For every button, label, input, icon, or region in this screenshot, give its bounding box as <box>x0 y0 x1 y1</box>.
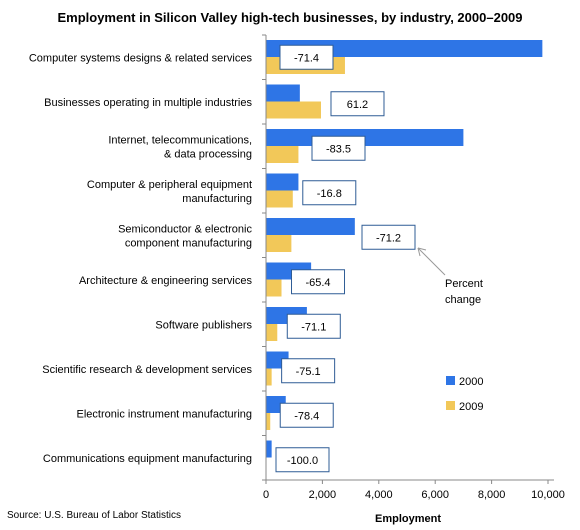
chart-title: Employment in Silicon Valley high-tech b… <box>57 10 523 25</box>
percent-change-box <box>330 91 385 117</box>
bar-2000-9 <box>266 440 272 458</box>
bar-2009-5 <box>266 279 282 297</box>
category-label: Computer systems designs & related servi… <box>29 52 253 64</box>
percent-change-box <box>291 269 346 295</box>
x-tick-label: 0 <box>263 489 269 501</box>
bar-2009-1 <box>266 101 321 119</box>
percent-change-box <box>279 44 334 70</box>
percent-change-label: -78.4 <box>294 410 319 422</box>
category-label: Communications equipment manufacturing <box>43 453 252 465</box>
x-tick-label: 10,000 <box>531 489 565 501</box>
percent-change-box <box>361 224 416 250</box>
bar-2000-3 <box>266 173 299 191</box>
legend-label-2009: 2009 <box>459 401 483 413</box>
bar-2009-6 <box>266 324 278 341</box>
percent-change-box <box>302 180 357 206</box>
category-label: Software publishers <box>155 319 252 331</box>
category-label: Businesses operating in multiple industr… <box>44 97 252 109</box>
bar-2009-3 <box>266 190 293 208</box>
legend-swatch-2000 <box>446 376 455 385</box>
category-label: Electronic instrument manufacturing <box>77 408 252 420</box>
annotation-text: Percent change <box>445 278 483 306</box>
category-label: Semiconductor & electronic component manu… <box>118 223 252 249</box>
annotation-group: Percent change <box>417 247 483 306</box>
x-tick-label: 2,000 <box>309 489 337 501</box>
percent-change-label: -100.0 <box>287 455 318 467</box>
percent-change-label: -75.1 <box>296 366 321 378</box>
percent-change-label: -71.1 <box>301 321 326 333</box>
x-axis-title: Employment <box>375 513 441 525</box>
bar-2000-4 <box>266 218 355 235</box>
bar-2009-2 <box>266 146 299 163</box>
percent-change-box <box>279 402 334 428</box>
category-labels-group: Computer systems designs & related servi… <box>29 52 253 465</box>
percent-change-box <box>311 135 366 161</box>
x-tick-label: 4,000 <box>365 489 393 501</box>
bar-2009-4 <box>266 235 292 252</box>
category-label: Architecture & engineering services <box>79 275 253 287</box>
percent-change-box <box>281 358 336 384</box>
percent-change-box <box>286 313 341 339</box>
bar-2009-7 <box>266 368 272 386</box>
legend-swatch-2009 <box>446 401 455 410</box>
axes-group <box>262 34 554 484</box>
percent-change-label: -16.8 <box>317 188 342 200</box>
annotation-arrowhead <box>417 247 427 257</box>
percent-change-label: -71.2 <box>376 232 401 244</box>
percent-change-label: 61.2 <box>347 99 368 111</box>
legend: 2000 2009 <box>446 376 483 413</box>
x-tick-label: 8,000 <box>478 489 506 501</box>
category-label: Scientific research & development servic… <box>42 364 252 376</box>
category-label: Computer & peripheral equipment manufactu… <box>87 179 252 205</box>
percent-change-labels-group: -71.4 61.2 -83.5 -16.8 -71.2 -65.4 -71.1 -75.1 -… <box>275 44 416 473</box>
percent-change-label: -71.4 <box>294 52 319 64</box>
bar-2000-0 <box>266 40 543 57</box>
tick-labels-group: 0 2,000 4,000 6,000 8,000 10,000 <box>263 489 565 501</box>
annotation-arrow <box>417 247 446 276</box>
percent-change-box <box>275 447 330 473</box>
bar-2009-8 <box>266 413 271 430</box>
percent-change-label: -83.5 <box>326 143 351 155</box>
percent-change-label: -65.4 <box>305 277 330 289</box>
bar-2000-1 <box>266 84 300 102</box>
x-tick-label: 6,000 <box>421 489 449 501</box>
category-label: Internet, telecommunications, & data proc… <box>108 134 252 160</box>
legend-label-2000: 2000 <box>459 376 483 388</box>
source-note: Source: U.S. Bureau of Labor Statistics <box>7 510 181 521</box>
